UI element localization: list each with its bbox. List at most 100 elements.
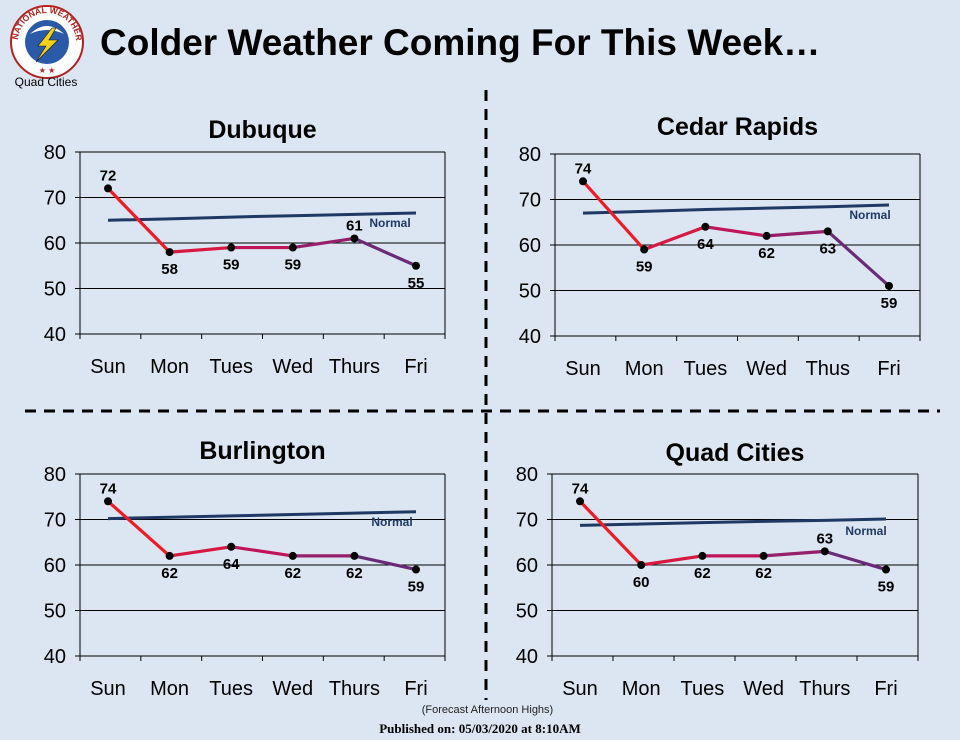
forecast-data-label: 62 [161,565,178,582]
forecast-point [820,547,829,556]
forecast-data-label: 72 [100,167,117,184]
forecast-point [165,248,174,257]
forecast-line-segment [352,236,418,268]
forecast-data-label: 55 [408,275,425,292]
forecast-point [762,231,771,240]
forecast-data-label: 59 [284,257,301,274]
forecast-point [823,227,832,236]
y-tick-label: 70 [44,188,66,210]
forecast-data-label: 74 [575,160,592,177]
normal-line [579,517,887,527]
normal-line [107,510,417,521]
chart-panel-3: Quad Cities 40 50 60 70 80 Sun Mon Tues Wed Thurs F… [516,439,919,700]
chart-title: Burlington [199,437,325,465]
normal-line [582,203,890,215]
y-tick-label: 70 [516,510,538,532]
normal-label: Normal [371,515,412,529]
logo-caption: Quad Cities [14,75,78,89]
x-tick-label: Fri [874,678,897,700]
y-tick-label: 40 [519,326,541,348]
forecast-point [882,565,890,574]
normal-line [107,211,417,222]
forecast-line-segment [168,545,233,558]
x-tick-label: Sun [90,356,126,378]
forecast-data-label: 62 [694,565,711,582]
x-tick-label: Wed [272,356,313,378]
forecast-data-label: 62 [346,565,363,582]
forecast-data-label: 58 [161,261,178,278]
y-tick-label: 70 [519,190,541,212]
forecast-data-label: 59 [223,257,240,274]
y-tick-label: 50 [516,601,538,623]
forecast-data-label: 59 [881,295,898,312]
forecast-point [576,497,584,506]
forecast-point [165,551,174,560]
y-tick-label: 80 [519,144,541,166]
x-tick-label: Sun [562,678,598,700]
x-tick-label: Tues [681,678,725,700]
x-tick-label: Fri [877,358,900,380]
forecast-line-segment [639,554,705,567]
forecast-line-segment [229,545,295,558]
x-tick-label: Thurs [799,678,850,700]
forecast-point [759,551,768,560]
chart-title: Quad Cities [666,439,805,467]
y-tick-label: 60 [44,555,66,577]
forecast-point [701,222,710,231]
x-tick-label: Wed [743,678,784,700]
forecast-data-label: 64 [223,556,240,573]
forecast-point [288,551,297,560]
forecast-line-segment [764,229,830,238]
normal-label: Normal [849,208,890,222]
forecast-line-segment [642,225,708,252]
forecast-point [640,245,649,254]
chart-title: Cedar Rapids [657,113,818,141]
svg-text:★ ★: ★ ★ [39,66,56,75]
normal-label: Normal [845,524,886,538]
forecast-line-segment [106,499,172,558]
y-tick-label: 60 [44,233,66,255]
y-tick-label: 80 [44,142,66,164]
forecast-line-segment [823,549,888,572]
forecast-line-segment [352,554,418,572]
forecast-line-segment [703,225,769,238]
x-tick-label: Tues [209,356,253,378]
forecast-point [104,497,112,506]
x-tick-label: Mon [150,356,189,378]
x-tick-label: Thus [806,358,850,380]
x-tick-label: Sun [90,678,126,700]
forecast-data-label: 64 [697,236,714,253]
forecast-point [885,281,893,290]
y-tick-label: 50 [519,281,541,303]
forecast-data-label: 63 [816,530,833,547]
x-tick-label: Wed [746,358,787,380]
chart-panel-1: Cedar Rapids 40 50 60 70 80 Sun Mon Tues Wed Thus F… [519,113,921,380]
y-tick-label: 40 [44,324,66,346]
forecast-point [104,184,112,193]
forecast-line-segment [578,499,643,567]
forecast-point [288,243,297,252]
x-tick-label: Sun [565,358,601,380]
forecast-data-label: 62 [758,245,775,262]
forecast-line-segment [168,245,233,254]
x-tick-label: Fri [404,678,427,700]
forecast-data-label: 74 [100,480,117,497]
forecast-point [227,243,236,252]
forecast-line-segment [291,236,356,250]
forecast-point [698,551,707,560]
chart-title: Dubuque [208,116,316,144]
nws-logo: NATIONAL WEATHER SERVICE ★ ★ [8,4,84,79]
chart-panel-0: Dubuque 40 50 60 70 80 Sun Mon Tues Wed Thurs Fri No… [44,116,446,378]
forecast-point [412,565,420,574]
y-tick-label: 40 [516,646,538,668]
forecast-line-segment [761,549,827,558]
forecast-point [637,561,646,569]
x-tick-label: Mon [625,358,664,380]
forecast-line-segment [106,186,172,254]
x-tick-label: Thurs [329,678,380,700]
forecast-data-label: 61 [346,217,363,234]
y-tick-label: 80 [516,464,538,486]
normal-label: Normal [369,216,410,230]
y-tick-label: 50 [44,279,66,301]
